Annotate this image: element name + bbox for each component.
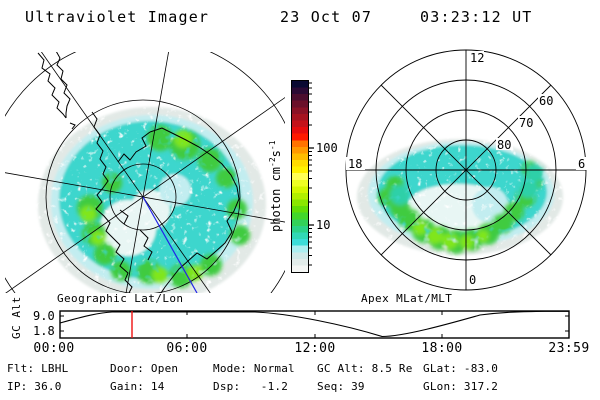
date-label: 23 Oct 07 bbox=[280, 8, 373, 26]
apex-polar-panel: 12 18 6 0 60 70 80 bbox=[345, 49, 587, 291]
mlt-labels: 12 18 6 0 60 70 80 bbox=[346, 51, 587, 287]
time-label: 03:23:12 UT bbox=[420, 8, 533, 26]
status-mode: Mode: Normal bbox=[213, 362, 295, 375]
strip-xtick-1200: 12:00 bbox=[294, 341, 336, 356]
strip-xtick-0000: 00:00 bbox=[33, 341, 75, 356]
status-seq: Seq: 39 bbox=[317, 380, 365, 393]
strip-ticks bbox=[60, 311, 569, 338]
mlt-12-label: 12 bbox=[470, 51, 484, 65]
colorbar-tick-10: 10 bbox=[316, 218, 331, 232]
strip-xtick-0600: 06:00 bbox=[166, 341, 208, 356]
aurora-data-right bbox=[357, 139, 563, 255]
coast-antarctica-east bbox=[149, 127, 240, 293]
status-ip: IP: 36.0 bbox=[7, 380, 62, 393]
colorbar-ticks bbox=[308, 82, 314, 266]
right-panel-caption: Apex MLat/MLT bbox=[361, 292, 453, 305]
status-dsp: Dsp: -1.2 bbox=[213, 380, 289, 393]
mlt-0-label: 0 bbox=[469, 273, 476, 287]
mlat-mlt-grid bbox=[345, 49, 587, 291]
gc-alt-curve bbox=[59, 310, 569, 338]
mlt-18-label: 18 bbox=[348, 157, 362, 171]
colorbar-minor-ticks bbox=[308, 82, 312, 266]
coast-island bbox=[69, 122, 76, 130]
coast-south-america-east bbox=[55, 52, 71, 118]
mlt-6-label: 6 bbox=[578, 157, 585, 171]
status-door: Door: Open bbox=[110, 362, 179, 375]
status-gcalt: GC Alt: 8.5 Re bbox=[317, 362, 413, 375]
gc-alt-strip-chart bbox=[59, 310, 570, 339]
strip-frame bbox=[59, 310, 570, 339]
strip-xtick-1800: 18:00 bbox=[421, 341, 463, 356]
left-panel-caption: Geographic Lat/Lon bbox=[57, 292, 184, 305]
coast-detail bbox=[117, 131, 151, 163]
strip-ytick-bottom: 1.8 bbox=[33, 324, 55, 338]
coast-detail bbox=[119, 209, 129, 225]
colorbar-unit-label: photon cm-2s-1 bbox=[268, 140, 283, 232]
status-glat: GLat: -83.0 bbox=[423, 362, 499, 375]
strip-y-axis-label: GC Alt bbox=[10, 296, 23, 339]
colorbar-tick-100: 100 bbox=[316, 141, 338, 155]
strip-ytick-top: 9.0 bbox=[33, 309, 55, 323]
satellite-track-line bbox=[142, 196, 198, 293]
geographic-map-panel bbox=[5, 52, 285, 293]
status-glon: GLon: 317.2 bbox=[423, 380, 499, 393]
status-flt: Flt: LBHL bbox=[7, 362, 69, 375]
status-gain: Gain: 14 bbox=[110, 380, 165, 393]
mlat-80-label: 80 bbox=[497, 138, 511, 152]
coast-south-america-west bbox=[37, 52, 67, 119]
aurora-data-left bbox=[38, 107, 266, 293]
coastline bbox=[37, 52, 240, 293]
mlat-60-label: 60 bbox=[539, 94, 553, 108]
colorbar-gradient bbox=[291, 80, 309, 273]
colorbar-major-ticks bbox=[308, 147, 314, 226]
coast-detail bbox=[139, 229, 153, 261]
app-title: Ultraviolet Imager bbox=[25, 8, 210, 26]
strip-xtick-2359: 23:59 bbox=[548, 341, 590, 356]
coast-antarctic-peninsula bbox=[91, 111, 133, 293]
mlat-70-label: 70 bbox=[519, 116, 533, 130]
